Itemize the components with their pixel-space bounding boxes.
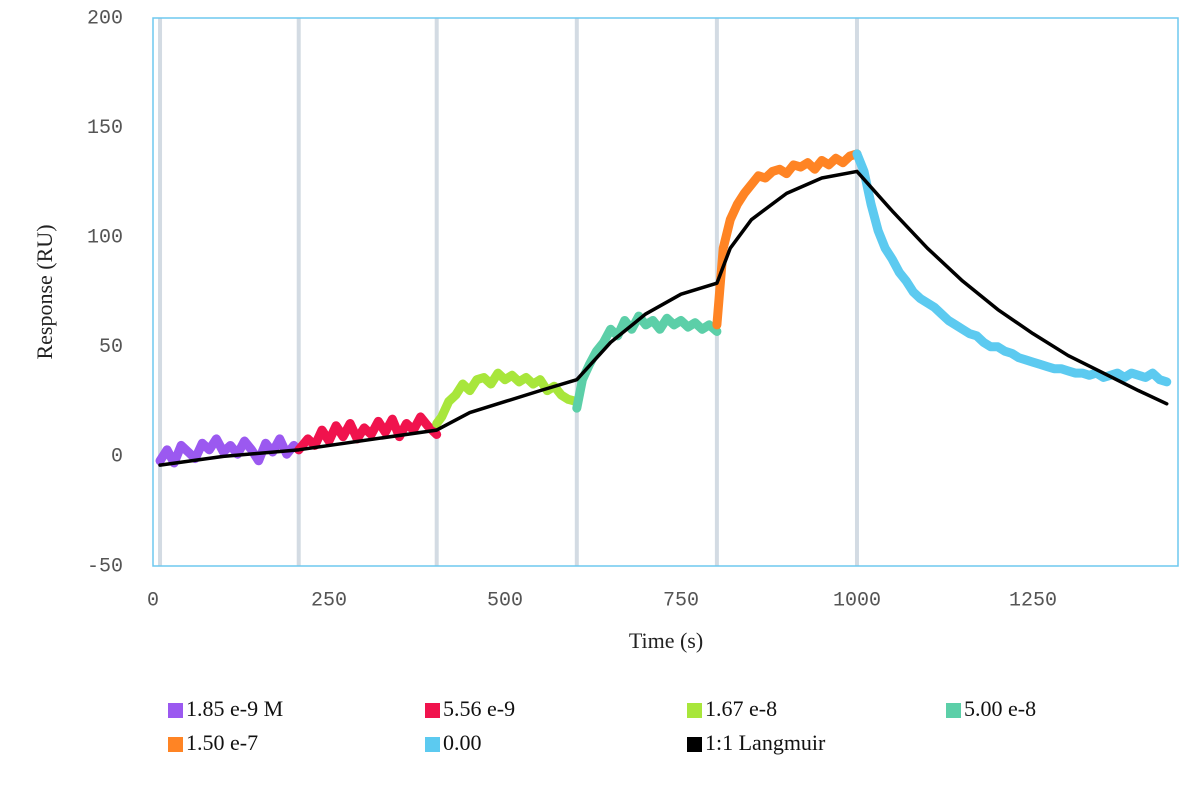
y-tick-label: 0 xyxy=(111,446,123,469)
x-tick-label: 750 xyxy=(663,589,699,612)
legend-label: 1.85 e-9 M xyxy=(186,696,283,721)
plot-border xyxy=(152,17,1179,567)
x-tick-label: 500 xyxy=(487,589,523,612)
legend-swatch xyxy=(168,737,183,752)
x-tick-label: 1250 xyxy=(1009,589,1057,612)
x-axis-title: Time (s) xyxy=(629,628,703,653)
x-tick-label: 1000 xyxy=(833,589,881,612)
legend-label: 1.50 e-7 xyxy=(186,730,258,755)
legend-swatch xyxy=(168,703,183,718)
y-tick-label: 100 xyxy=(87,226,123,249)
legend-swatch xyxy=(425,703,440,718)
legend-label: 0.00 xyxy=(443,730,482,755)
legend-label: 1:1 Langmuir xyxy=(705,730,826,755)
sensorgram-line xyxy=(852,149,1172,387)
y-tick-label: -50 xyxy=(87,555,123,578)
y-tick-label: 50 xyxy=(99,336,123,359)
fit-line xyxy=(158,169,1169,467)
legend-swatch xyxy=(687,737,702,752)
y-axis-title: Response (RU) xyxy=(32,224,57,359)
sensorgram-line xyxy=(294,412,442,455)
sensorgram-line xyxy=(155,434,304,468)
legend-label: 5.56 e-9 xyxy=(443,696,515,721)
sensorgram-line xyxy=(572,311,722,413)
legend-swatch xyxy=(425,737,440,752)
sensorgram-line xyxy=(432,368,582,429)
legend-swatch xyxy=(687,703,702,718)
legend-swatch xyxy=(946,703,961,718)
x-tick-label: 0 xyxy=(147,589,159,612)
legend-label: 1.67 e-8 xyxy=(705,696,777,721)
legend-label: 5.00 e-8 xyxy=(964,696,1036,721)
y-tick-label: 150 xyxy=(87,117,123,140)
y-tick-label: 200 xyxy=(87,7,123,30)
x-tick-label: 250 xyxy=(311,589,347,612)
sensorgram-line xyxy=(712,149,862,330)
